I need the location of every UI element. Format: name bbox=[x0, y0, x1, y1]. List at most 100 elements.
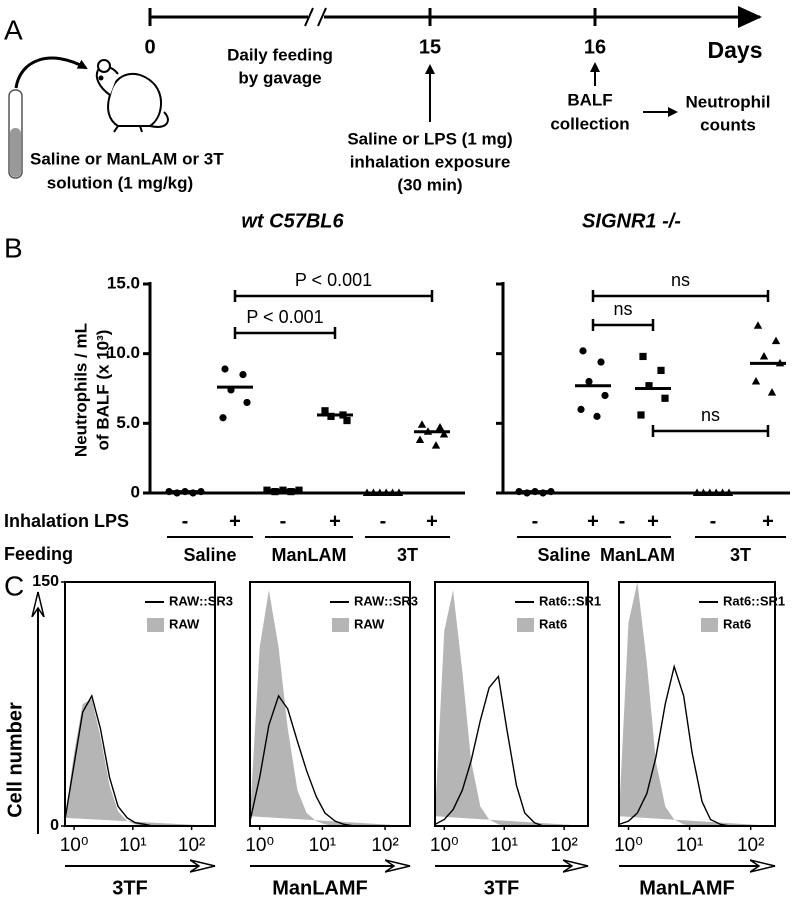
plot-frame bbox=[249, 581, 411, 827]
data-point bbox=[221, 365, 229, 373]
significance-bracket bbox=[591, 319, 655, 331]
panel-label: B bbox=[4, 232, 23, 263]
group-label: ManLAM bbox=[272, 545, 347, 565]
x-tick-label: 10⁰ bbox=[430, 835, 459, 856]
x-tick-label: - bbox=[710, 510, 717, 532]
data-point bbox=[431, 441, 441, 449]
timeline-label: 0 bbox=[144, 36, 155, 58]
x-tick-label: - bbox=[619, 510, 626, 532]
legend-label: RAW::SR3 bbox=[354, 593, 418, 608]
legend-label: RAW bbox=[169, 616, 200, 631]
significance-bracket bbox=[233, 327, 337, 339]
x-axis-label: ManLAMF bbox=[272, 877, 368, 899]
step-text: counts bbox=[700, 115, 756, 134]
data-point bbox=[243, 398, 251, 407]
x-tick-label: + bbox=[426, 510, 438, 532]
data-point bbox=[597, 358, 605, 366]
data-point bbox=[417, 420, 427, 428]
step-text: by gavage bbox=[238, 68, 321, 87]
legend-label: Rat6::SR1 bbox=[723, 593, 785, 608]
histogram-area bbox=[65, 699, 215, 826]
step-text: Saline or ManLAM or 3T bbox=[30, 149, 224, 168]
x-tick-label: 10¹ bbox=[490, 835, 517, 856]
group-label: 3T bbox=[397, 545, 418, 565]
data-point bbox=[767, 388, 777, 396]
data-point bbox=[579, 347, 587, 355]
step-text: inhalation exposure bbox=[350, 152, 511, 171]
legend-label: RAW bbox=[354, 616, 385, 631]
plot-frame bbox=[64, 581, 216, 827]
significance-label: P < 0.001 bbox=[295, 270, 372, 290]
y-tick-label: 15.0 bbox=[107, 273, 140, 292]
y-tick-label: 10.0 bbox=[107, 343, 140, 362]
group-label: Saline bbox=[537, 545, 590, 565]
step-text: collection bbox=[550, 114, 629, 133]
significance-label: ns bbox=[613, 299, 632, 319]
histogram-area bbox=[250, 590, 410, 826]
significance-label: ns bbox=[701, 405, 720, 425]
x-tick-label: - bbox=[182, 510, 189, 532]
chart-title: SIGNR1 -/- bbox=[582, 210, 681, 232]
x-tick-label: 10⁰ bbox=[614, 835, 643, 856]
x-tick-label: + bbox=[587, 510, 599, 532]
timeline-label: 15 bbox=[419, 36, 441, 58]
row-label: Inhalation LPS bbox=[4, 511, 129, 531]
data-point bbox=[639, 352, 647, 361]
step-text: solution (1 mg/kg) bbox=[47, 173, 193, 192]
step-text: (30 min) bbox=[397, 175, 462, 194]
x-tick-label: 10¹ bbox=[676, 835, 703, 856]
data-point bbox=[661, 394, 669, 402]
y-tick-label: 150 bbox=[32, 573, 59, 590]
axis-break bbox=[304, 7, 314, 27]
histogram-area bbox=[619, 582, 775, 826]
significance-label: ns bbox=[671, 270, 690, 290]
data-point bbox=[321, 407, 329, 415]
y-axis-label: Neutrophils / mL bbox=[71, 323, 90, 457]
y-axis-label: Cell number bbox=[4, 702, 26, 818]
data-point bbox=[657, 366, 665, 374]
step-text: BALF bbox=[567, 90, 612, 109]
step-text: Daily feeding bbox=[227, 45, 333, 64]
x-tick-label: 10² bbox=[178, 835, 205, 856]
row-label: Feeding bbox=[4, 544, 73, 564]
data-point bbox=[751, 377, 761, 385]
x-axis-label: 3TF bbox=[112, 877, 148, 899]
x-tick-label: 10² bbox=[737, 835, 764, 856]
y-tick-label: 0 bbox=[50, 817, 59, 834]
plot-frame bbox=[434, 581, 589, 827]
significance-bracket bbox=[651, 425, 770, 437]
x-tick-label: 10⁰ bbox=[245, 835, 274, 856]
data-point bbox=[435, 423, 445, 431]
legend-swatch bbox=[332, 618, 349, 632]
x-tick-label: - bbox=[532, 510, 539, 532]
legend-label: Rat6 bbox=[539, 616, 567, 631]
x-tick-label: + bbox=[647, 510, 659, 532]
x-tick-label: 10¹ bbox=[309, 835, 336, 856]
x-tick-label: 10² bbox=[550, 835, 577, 856]
data-point bbox=[415, 435, 425, 444]
x-tick-label: 10⁰ bbox=[60, 835, 89, 856]
test-tube bbox=[8, 89, 23, 179]
data-point bbox=[585, 377, 593, 386]
x-tick-label: - bbox=[380, 510, 387, 532]
x-tick-label: 10² bbox=[371, 835, 398, 856]
mouse-icon bbox=[95, 59, 169, 133]
timeline-unit: Days bbox=[708, 37, 763, 63]
significance-bracket bbox=[591, 290, 770, 302]
data-point bbox=[219, 414, 227, 422]
data-point bbox=[645, 382, 653, 390]
data-point bbox=[239, 370, 247, 379]
x-tick-label: + bbox=[762, 510, 774, 532]
curved-arrow bbox=[14, 56, 88, 89]
y-tick-label: 5.0 bbox=[116, 413, 140, 432]
legend-swatch bbox=[517, 618, 534, 632]
data-point bbox=[637, 411, 645, 419]
group-label: Saline bbox=[183, 545, 236, 565]
y-axis-label: of BALF (x 10³) bbox=[93, 330, 112, 451]
panel-label: A bbox=[4, 14, 23, 45]
legend-label: RAW::SR3 bbox=[169, 593, 233, 608]
data-point bbox=[343, 416, 351, 425]
plot-frame bbox=[618, 581, 776, 827]
x-tick-label: + bbox=[229, 510, 241, 532]
